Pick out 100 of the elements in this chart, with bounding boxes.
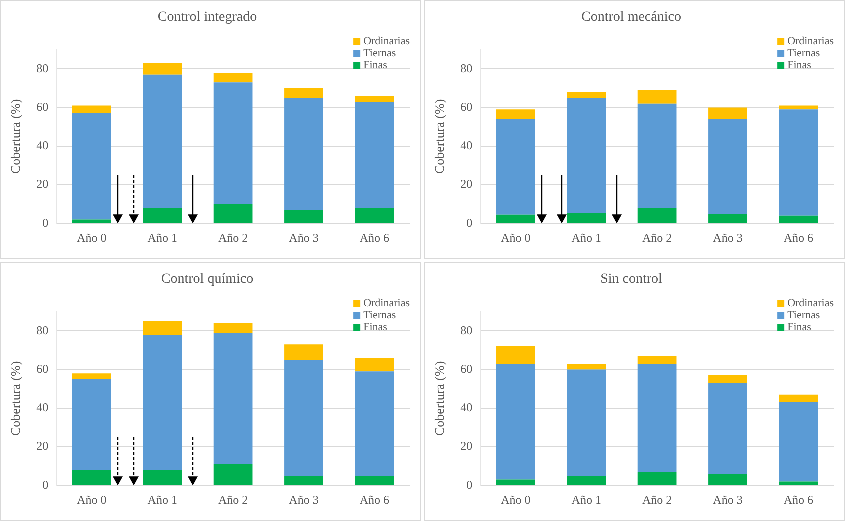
y-axis-title: Cobertura (%) (8, 99, 24, 174)
bar (496, 214, 536, 224)
bar (355, 96, 394, 102)
x-tick-label: Año 2 (218, 230, 248, 245)
bar (143, 63, 182, 75)
bar (72, 106, 112, 114)
y-axis-title: Cobertura (%) (8, 361, 24, 436)
legend-label: Finas (364, 60, 388, 72)
x-tick-label: Año 1 (148, 492, 178, 507)
legend-label: Ordinarias (788, 298, 834, 310)
x-tick-label: Año 0 (501, 492, 531, 507)
bar (355, 372, 394, 476)
bar (214, 82, 253, 204)
y-tick-label: 80 (36, 61, 49, 76)
y-tick-label: 20 (460, 177, 473, 192)
x-tick-label: Año 6 (784, 492, 814, 507)
legend-label: Tiernas (364, 48, 396, 60)
y-tick-label: 0 (466, 478, 473, 492)
legend-label: Ordinarias (788, 36, 834, 48)
y-tick-label: 80 (460, 61, 473, 76)
bar (708, 214, 748, 224)
bar (72, 379, 112, 470)
chart-title: Control mecánico (582, 10, 682, 26)
chart-title: Control químico (161, 272, 254, 288)
bar (779, 216, 818, 224)
bar (355, 358, 394, 372)
y-tick-label: 40 (460, 400, 473, 415)
bar (638, 104, 677, 208)
bar (708, 119, 748, 214)
y-tick-label: 0 (42, 216, 49, 230)
chart-title: Control integrado (158, 10, 258, 26)
bar (214, 323, 253, 334)
chart-title: Sin control (600, 272, 663, 288)
bar (496, 364, 536, 480)
bar (214, 204, 253, 224)
bar (284, 344, 324, 360)
y-tick-label: 0 (466, 216, 473, 230)
bar (284, 88, 324, 98)
bar (708, 474, 748, 486)
bar (284, 210, 324, 224)
bar (214, 333, 253, 464)
bar (708, 108, 748, 120)
bar (708, 383, 748, 474)
legend-label: Ordinarias (364, 298, 410, 310)
x-tick-label: Año 1 (572, 230, 602, 245)
bar (638, 472, 677, 486)
bar (779, 110, 818, 216)
bar (72, 374, 112, 380)
x-tick-label: Año 3 (289, 492, 319, 507)
bar (355, 102, 394, 208)
y-tick-label: 40 (460, 138, 473, 153)
legend-label: Tiernas (364, 310, 396, 322)
x-tick-label: Año 3 (289, 230, 319, 245)
bar (214, 464, 253, 486)
bar (214, 72, 253, 83)
y-tick-label: 60 (460, 100, 473, 114)
x-tick-label: Año 6 (360, 492, 390, 507)
y-tick-label: 40 (36, 138, 49, 153)
bar (779, 106, 818, 110)
bar (638, 356, 677, 364)
y-tick-label: 20 (460, 439, 473, 454)
x-tick-label: Año 2 (642, 492, 672, 507)
bar (72, 220, 112, 224)
bar (284, 360, 324, 476)
legend-label: Finas (364, 322, 388, 334)
bar (567, 370, 606, 476)
bar (779, 394, 818, 403)
x-tick-label: Año 3 (713, 492, 743, 507)
bar (284, 98, 324, 210)
bar (284, 476, 324, 486)
bar (143, 470, 182, 486)
bar (496, 480, 536, 486)
y-tick-label: 20 (36, 177, 49, 192)
bar (567, 476, 606, 486)
legend-label: Ordinarias (364, 36, 410, 48)
bar (708, 376, 748, 384)
bar (72, 470, 112, 486)
y-tick-label: 60 (460, 362, 473, 376)
y-tick-label: 60 (36, 100, 49, 114)
bar (779, 482, 818, 486)
x-tick-label: Año 2 (642, 230, 672, 245)
y-tick-label: 40 (36, 400, 49, 415)
y-axis-title: Cobertura (%) (432, 361, 448, 436)
bar (355, 476, 394, 486)
bar (496, 119, 536, 215)
bar (72, 114, 112, 220)
x-tick-label: Año 1 (572, 492, 602, 507)
x-tick-label: Año 0 (77, 492, 107, 507)
bar (143, 208, 182, 224)
x-tick-label: Año 6 (360, 230, 390, 245)
legend-label: Finas (788, 322, 812, 334)
x-tick-label: Año 0 (77, 230, 107, 245)
y-tick-label: 0 (42, 478, 49, 492)
bar (496, 346, 536, 364)
x-tick-label: Año 6 (784, 230, 814, 245)
bar (567, 98, 606, 213)
legend-label: Tiernas (788, 48, 820, 60)
bar (143, 334, 182, 470)
y-tick-label: 80 (460, 323, 473, 338)
bar (496, 110, 536, 120)
